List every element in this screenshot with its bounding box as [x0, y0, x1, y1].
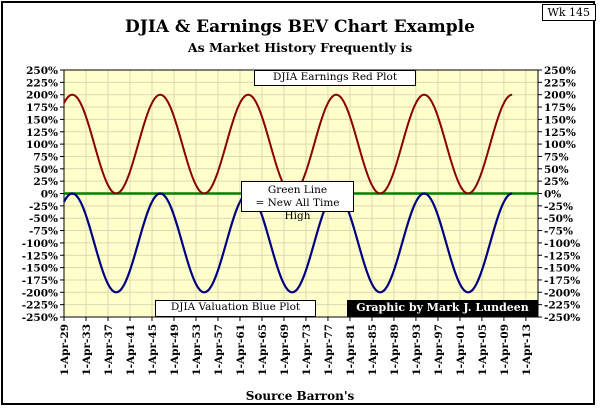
x-axis: 1-Apr-29 1-Apr-33 1-Apr-37 1-Apr-41 1-Apr-45…	[59, 317, 533, 376]
x-tick-label: 1-Apr-29	[59, 324, 71, 376]
chart-subtitle: As Market History Frequently is	[187, 40, 413, 55]
x-tick-label: 1-Apr-33	[81, 324, 93, 376]
y-tick-label-left: -100%	[22, 238, 58, 250]
y-tick-label-right: -125%	[544, 250, 580, 262]
x-tick-label: 1-Apr-69	[279, 324, 291, 376]
x-tick-label: 1-Apr-05	[477, 324, 489, 376]
x-tick-label: 1-Apr-45	[147, 324, 159, 376]
y-axis-right: 250%225%200%175%150%125%100%75%50%25%0%-…	[538, 65, 580, 324]
y-tick-label-right: 100%	[544, 139, 576, 151]
blue-plot-label: DJIA Valuation Blue Plot	[155, 300, 316, 317]
x-tick-label: 1-Apr-89	[389, 324, 401, 376]
y-tick-label-left: 100%	[26, 139, 58, 151]
y-tick-label-left: -250%	[22, 312, 58, 324]
y-tick-label-right: -75%	[544, 226, 573, 238]
credit-label: Graphic by Mark J. Lundeen	[347, 300, 538, 317]
y-tick-label-left: 150%	[26, 114, 58, 126]
y-tick-label-right: -175%	[544, 275, 580, 287]
y-tick-label-left: -175%	[22, 275, 58, 287]
y-tick-label-left: 250%	[26, 65, 58, 77]
y-tick-label-left: 225%	[26, 77, 58, 89]
y-tick-label-right: -50%	[544, 213, 573, 225]
green-line-label: Green Line = New All Time High	[241, 181, 354, 222]
x-tick-label: 1-Apr-01	[455, 324, 467, 376]
x-tick-label: 1-Apr-37	[103, 324, 115, 376]
y-tick-label-right: -100%	[544, 238, 580, 250]
y-tick-label-right: 225%	[544, 77, 576, 89]
y-tick-label-right: 175%	[544, 102, 576, 114]
y-tick-label-left: 0%	[41, 189, 58, 201]
x-tick-label: 1-Apr-13	[521, 324, 533, 376]
y-tick-label-left: 125%	[26, 127, 58, 139]
x-tick-label: 1-Apr-97	[433, 324, 445, 376]
y-tick-label-right: -200%	[544, 287, 580, 299]
y-tick-label-left: -225%	[22, 300, 58, 312]
green-line-label-line2: = New All Time High	[255, 197, 340, 222]
y-tick-label-right: -250%	[544, 312, 580, 324]
y-tick-label-left: 50%	[33, 164, 58, 176]
chart-title: DJIA & Earnings BEV Chart Example	[125, 17, 475, 37]
x-tick-label: 1-Apr-41	[125, 324, 137, 376]
source-label: Source Barron's	[245, 389, 355, 403]
y-tick-label-left: -200%	[22, 287, 58, 299]
x-tick-label: 1-Apr-53	[191, 324, 203, 376]
green-line-label-line1: Green Line	[267, 184, 328, 196]
y-tick-label-left: -50%	[29, 213, 58, 225]
red-plot-label: DJIA Earnings Red Plot	[254, 70, 416, 86]
y-tick-label-right: -150%	[544, 263, 580, 275]
x-tick-label: 1-Apr-61	[235, 324, 247, 376]
y-tick-label-right: 200%	[544, 90, 576, 102]
x-tick-label: 1-Apr-73	[301, 324, 313, 376]
y-tick-label-left: 25%	[33, 176, 58, 188]
x-tick-label: 1-Apr-57	[213, 324, 225, 376]
y-tick-label-right: 250%	[544, 65, 576, 77]
x-tick-label: 1-Apr-85	[367, 324, 379, 376]
x-tick-label: 1-Apr-81	[345, 324, 357, 376]
y-tick-label-left: 75%	[33, 151, 58, 163]
y-tick-label-left: -150%	[22, 263, 58, 275]
y-tick-label-right: -25%	[544, 201, 573, 213]
y-tick-label-left: 200%	[26, 90, 58, 102]
y-tick-label-right: 125%	[544, 127, 576, 139]
y-tick-label-left: -125%	[22, 250, 58, 262]
y-tick-label-left: -25%	[29, 201, 58, 213]
y-tick-label-right: -225%	[544, 300, 580, 312]
valuation-blue-line	[63, 192, 513, 294]
x-tick-label: 1-Apr-09	[499, 324, 511, 376]
y-tick-label-right: 75%	[544, 151, 569, 163]
y-axis-left: 250%225%200%175%150%125%100%75%50%25%0%-…	[22, 65, 64, 324]
week-badge: Wk 145	[541, 4, 596, 21]
y-tick-label-left: 175%	[26, 102, 58, 114]
x-tick-label: 1-Apr-93	[411, 324, 423, 376]
y-tick-label-right: 0%	[544, 189, 561, 201]
y-tick-label-right: 25%	[544, 176, 569, 188]
x-tick-label: 1-Apr-77	[323, 324, 335, 376]
x-tick-label: 1-Apr-49	[169, 324, 181, 376]
y-tick-label-left: -75%	[29, 226, 58, 238]
y-tick-label-right: 150%	[544, 114, 576, 126]
x-tick-label: 1-Apr-65	[257, 324, 269, 376]
y-tick-label-right: 50%	[544, 164, 569, 176]
